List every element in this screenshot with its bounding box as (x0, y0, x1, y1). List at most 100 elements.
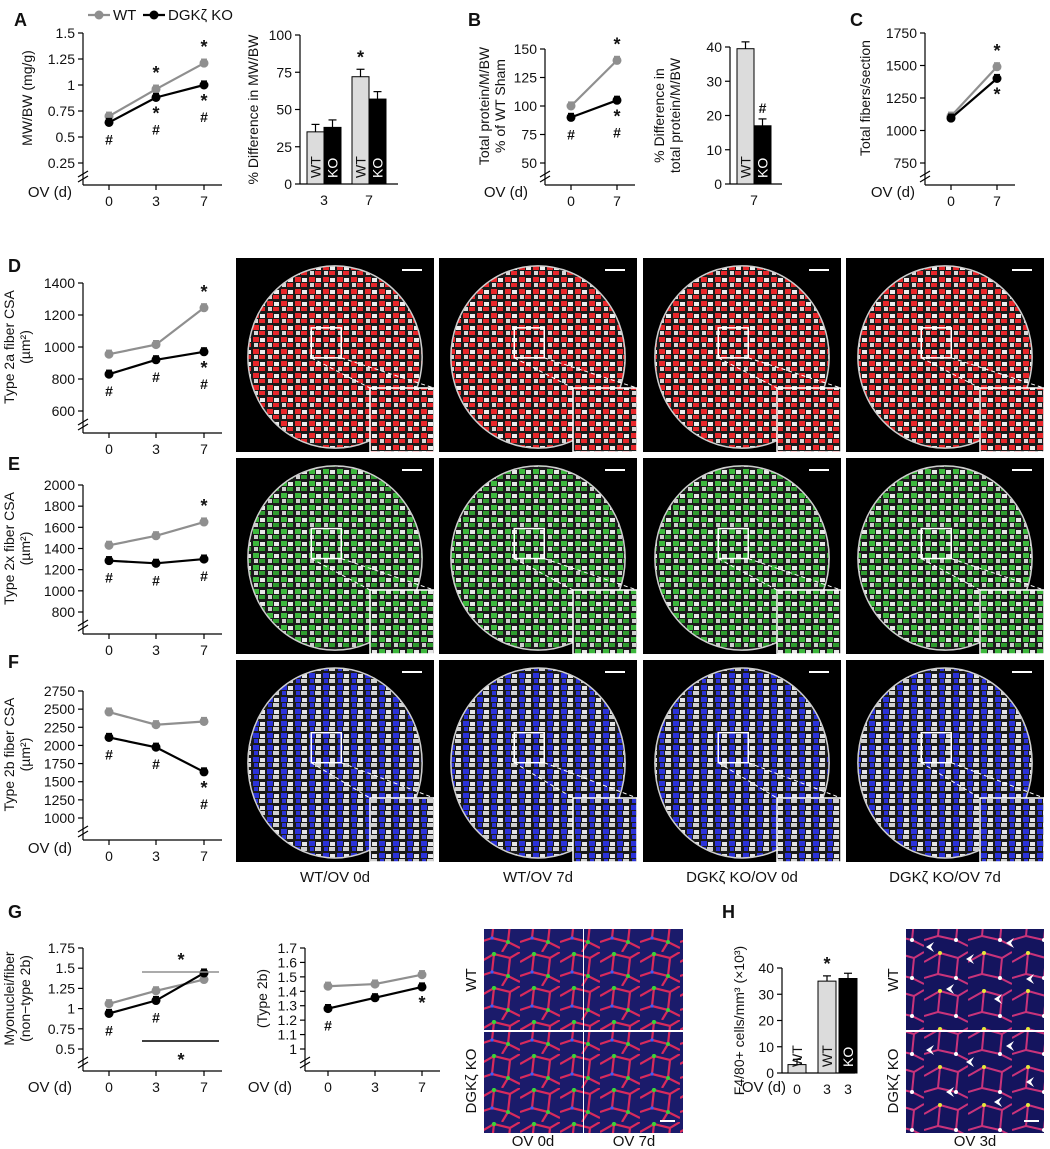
y-tick-label: 0.5 (56, 1041, 76, 1057)
zoom-connector (951, 762, 1045, 799)
bar-group-label: KO (840, 1047, 856, 1067)
data-point-ko (992, 74, 1002, 83)
y-tick-label: 0 (284, 176, 292, 192)
micrograph-type2a-2 (439, 258, 638, 453)
zoom-connector (748, 762, 842, 799)
macrophage-micrograph (906, 929, 1044, 1030)
y-tick-label: 1000 (44, 339, 75, 355)
image-caption: DGKζ KO/OV 7d (889, 869, 1001, 886)
y-tick-label: 1500 (44, 774, 75, 790)
data-point-ko (151, 558, 161, 568)
bar-group-label: WT (738, 156, 754, 178)
zoom-region-box (920, 731, 952, 764)
legend-wt-label: WT (113, 7, 136, 24)
micrograph-type2b-1 (236, 660, 435, 863)
significance-hash: # (105, 746, 113, 762)
x-axis-title: OV (d) (871, 184, 915, 201)
image-caption: WT/OV 7d (503, 869, 573, 886)
data-point-ko (199, 554, 209, 564)
data-point-wt (104, 540, 114, 550)
data-point-wt (104, 349, 114, 359)
y-tick-label: 1.25 (48, 51, 75, 67)
arrowhead-icon (966, 954, 974, 964)
y-tick-label: 1.5 (56, 960, 76, 976)
y-tick-label: 125 (514, 70, 538, 86)
myonuclei-micrograph (484, 929, 583, 1030)
y-tick-label: 1.2 (278, 1012, 298, 1028)
zoom-connector (748, 558, 842, 591)
legend-ko-marker (149, 10, 159, 20)
data-point-ko (151, 996, 161, 1006)
zoom-region-box (920, 327, 952, 359)
data-point-ko (946, 113, 956, 123)
legend-wt-marker (94, 10, 104, 20)
x-tick-label: 0 (567, 193, 575, 209)
y-tick-label: 100 (514, 98, 538, 114)
x-axis-title: OV (d) (484, 184, 528, 201)
x-tick-label: 0 (947, 193, 955, 209)
y-tick-label: 50 (276, 102, 292, 118)
bar-group-label: WT (353, 156, 369, 178)
legend: WT DGKζ KO (88, 7, 233, 24)
axis-break (539, 175, 551, 183)
significance-star: * (152, 63, 159, 83)
chart-b2: 0 10 20 30 40 WT # KO 7 % Difference intotal prot… (651, 39, 782, 208)
x-tick-label: 0 (105, 1079, 113, 1095)
significance-hash: # (200, 568, 208, 584)
image-caption: DGKζ KO/OV 0d (686, 869, 798, 886)
data-point-ko (370, 993, 380, 1003)
axis-break (77, 418, 89, 426)
chart-g1: 0.5 0.75 1 1.25 1.5 1.75 0 3 7 # # Myonuclei/fiber(… (1, 940, 222, 1095)
x-tick-label: 0 (324, 1079, 332, 1095)
y-tick-label: 10 (758, 1039, 774, 1055)
significance-star: * (613, 34, 620, 54)
y-tick-label: 1000 (886, 123, 917, 139)
micrograph-type2a-3 (643, 258, 842, 453)
axis-break (77, 619, 89, 627)
significance-hash: # (152, 572, 160, 588)
zoom-region-box (310, 527, 342, 560)
arrowhead-icon (926, 942, 934, 952)
data-point-wt (566, 101, 576, 111)
row-label-wt: WT (885, 968, 902, 991)
data-point-ko (151, 355, 161, 365)
zoom-inset (979, 589, 1045, 655)
x-tick-label: 3 (152, 441, 160, 457)
row-label-ko: DGKζ KO (885, 1049, 902, 1114)
zoom-region-box (717, 527, 749, 560)
zoom-connector (951, 357, 1045, 389)
bar-group-label: KO (370, 158, 386, 178)
x-tick-label: 3 (152, 848, 160, 864)
data-point-wt (199, 58, 209, 68)
series-line-wt (950, 66, 998, 117)
significance-hash: # (105, 131, 113, 147)
data-point-wt (199, 975, 209, 985)
zoom-region-box (310, 327, 342, 359)
y-axis-label: Type 2b fiber CSA(µm²) (1, 697, 33, 811)
micrograph-type2x-4 (846, 458, 1045, 655)
y-tick-label: 0.25 (48, 155, 75, 171)
zoom-connector (544, 357, 638, 389)
y-tick-label: 1 (67, 77, 75, 93)
x-tick-label: 0 (793, 1081, 801, 1097)
zoom-connector (920, 762, 981, 799)
data-point-ko (104, 117, 114, 127)
micrograph-type2x-1 (236, 458, 435, 655)
x-tick-label: 0 (105, 642, 113, 658)
significance-hash: # (200, 796, 208, 812)
y-axis-label: F4/80+ cells/mm³ (×10³) (731, 946, 747, 1095)
significance-star: * (177, 1050, 184, 1070)
data-point-ko (566, 112, 576, 122)
axis-break (77, 1056, 89, 1064)
y-tick-label: 1250 (44, 792, 75, 808)
zoom-connector (341, 558, 435, 591)
data-point-wt (104, 999, 114, 1009)
zoom-inset (572, 387, 638, 453)
data-point-wt (199, 716, 209, 726)
zoom-region-box (717, 327, 749, 359)
data-point-ko (199, 767, 209, 777)
x-tick-label: 0 (105, 193, 113, 209)
y-tick-label: 2250 (44, 719, 75, 735)
row-label-wt: WT (463, 968, 480, 991)
